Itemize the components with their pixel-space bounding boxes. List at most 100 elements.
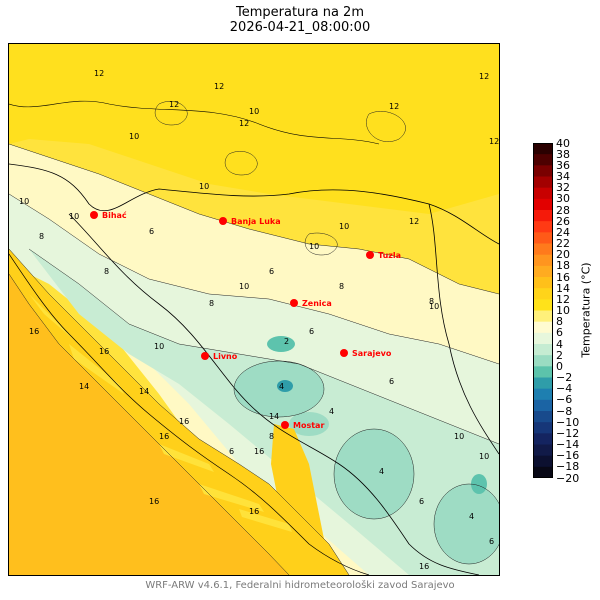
contour-label: 10 [199,182,209,191]
city-marker [90,211,98,219]
colorbar-swatch [533,411,553,423]
colorbar-swatch [533,277,553,289]
city-label: Tuzla [378,251,401,260]
contour-label: 6 [149,227,154,236]
colorbar-swatch [533,232,553,244]
colorbar-swatch [533,355,553,367]
contour-label: 4 [469,512,474,521]
colorbar-tick-label: 16 [556,270,570,284]
city-marker [219,217,227,225]
contour-label: 6 [269,267,274,276]
city-marker [201,352,209,360]
map-title: Temperatura na 2m [235,5,364,20]
colorbar-tick-label: 8 [556,315,563,329]
contour-label: 10 [339,222,349,231]
contour-label: 12 [214,82,224,91]
colorbar-swatch [533,422,553,434]
colorbar-tick-label: 2 [556,348,563,362]
colorbar-tick-label: 22 [556,237,570,250]
colorbar-swatch [533,444,553,457]
city-label: Livno [213,352,238,361]
contour-label: 16 [149,497,159,506]
colorbar-tick-label: −16 [556,449,580,463]
contour-label: 8 [429,297,434,306]
colorbar-tick-label: 38 [556,147,570,161]
colorbar-tick-label: 24 [556,225,570,239]
contour-label: 4 [379,467,384,476]
colorbar-swatch [533,310,553,323]
colorbar-tick-label: 40 [556,136,570,150]
city-marker [290,299,298,307]
contour-label: 8 [209,299,214,308]
contour-label: 10 [309,242,319,251]
contour-label: 16 [419,562,429,571]
colorbar [533,143,553,478]
contour-label: 14 [79,382,89,391]
colorbar-swatch [533,265,553,278]
coastline [9,253,370,575]
contour-label: 10 [239,282,249,291]
cities: Bihać Banja Luka Tuzla Zenica Sarajevo Livno M… [90,210,401,430]
colorbar-swatch [533,288,553,300]
colorbar-tick-label: 28 [556,203,570,217]
colorbar-swatch [533,198,553,211]
colorbar-tick-label: 30 [556,192,570,206]
colorbar-tick-label: 34 [556,170,570,183]
colorbar-swatch [533,299,553,311]
contour-label: 16 [99,347,109,356]
contour-label: 10 [69,212,79,221]
border-line [9,163,499,245]
colorbar-tick-label: −10 [556,415,580,429]
colorbar-swatch [533,466,553,478]
colorbar-swatch [533,254,553,267]
contour-label: 8 [39,232,44,241]
contour-label: 10 [429,302,439,311]
contour-label: 12 [479,72,489,81]
contour-label: 16 [249,507,259,516]
colorbar-swatch [533,455,553,468]
colorbar-swatch [533,344,553,356]
contour-label: 10 [19,197,29,206]
colorbar-tick-label: 26 [556,214,570,228]
contour-label: 10 [129,132,139,141]
colorbar-tick-label: −4 [556,382,573,396]
contour-label: 12 [94,69,104,78]
colorbar-swatch [533,221,553,233]
city-label: Banja Luka [231,217,281,226]
contour-label: 6 [489,537,494,546]
area-2-4 [267,336,295,352]
colorbar-tick-label: −8 [556,404,573,418]
area-16-18 [9,274,289,575]
colorbar-swatch [533,243,553,256]
colorbar-tick-label: −20 [556,471,580,485]
contour-label: 6 [389,377,394,386]
colorbar-tick-label: −12 [556,426,580,440]
footer-credit: WRF-ARW v4.6.1, Federalni hidrometeorolo… [145,580,455,591]
contour-label: 10 [154,342,164,351]
contour-label: 6 [309,327,314,336]
city-label: Bihać [102,210,127,220]
contour-label: 12 [489,137,499,146]
colorbar-border [533,143,553,478]
colorbar-swatch [533,388,553,401]
contour-label: 14 [269,412,279,421]
contour-label: 14 [139,387,149,396]
colorbar-label: Temperatura (°C) [579,262,593,358]
colorbar-tick-label: 4 [556,337,563,351]
colorbar-tick-label: 18 [556,259,570,273]
contour-label: 6 [419,497,424,506]
colorbar-swatch [533,187,553,200]
contour-label: 12 [239,119,249,128]
contour-label: 6 [229,447,234,456]
contour-label: 16 [254,447,264,456]
colorbar-swatch [533,366,553,378]
city-label: Sarajevo [352,349,392,358]
temperature-map: 12 12 12 12 12 12 12 12 10 10 10 10 10 10 10 10 10 10 10 10… [8,43,500,576]
city-label: Zenica [302,299,332,308]
contour-label: 10 [249,107,259,116]
colorbar-tick-label: 20 [556,248,570,262]
contour-label: 12 [409,217,419,226]
map-subtitle: 2026-04-21_08:00:00 [229,20,371,35]
